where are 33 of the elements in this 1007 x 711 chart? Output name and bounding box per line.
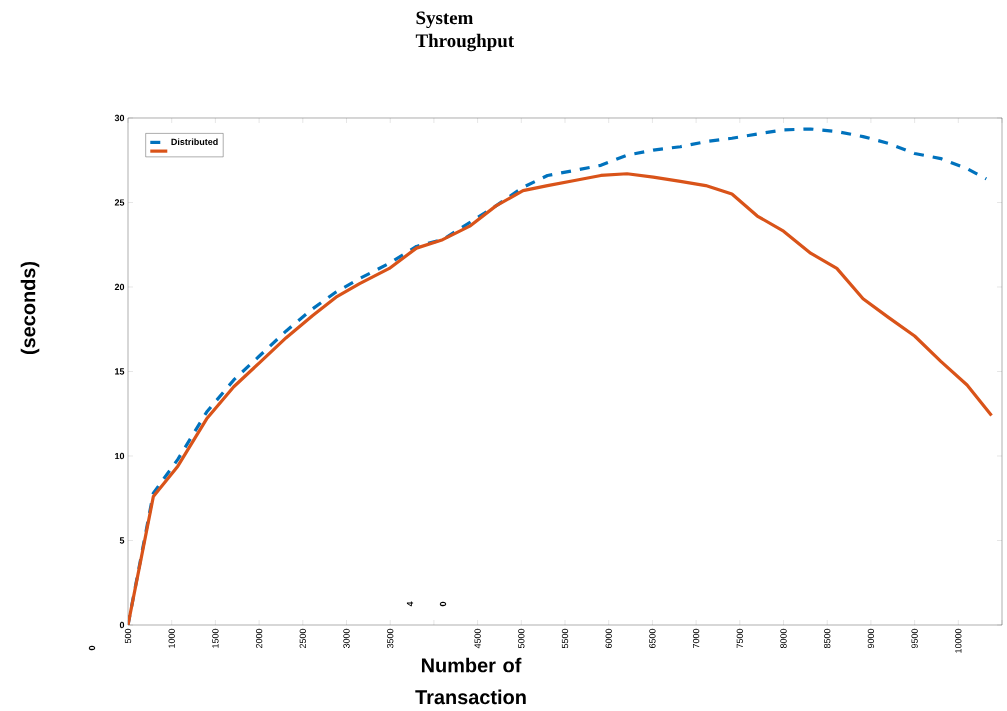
x-tick-label: 5000 bbox=[518, 628, 525, 649]
x-tick-label: 3500 bbox=[387, 628, 394, 649]
y-tick-label: 15 bbox=[115, 368, 125, 375]
annotation: 0 bbox=[439, 601, 447, 607]
x-tick-label: 2000 bbox=[255, 628, 263, 649]
x-tick-label: 10000 bbox=[955, 628, 962, 653]
x-tick-label: 1500 bbox=[212, 628, 219, 648]
x-tick-label: 9000 bbox=[867, 628, 875, 649]
y-tick-label: 0 bbox=[119, 621, 125, 629]
x-tick-label: 6500 bbox=[649, 628, 656, 649]
y-tick-label: 30 bbox=[114, 114, 125, 122]
x-tick-label: 8500 bbox=[824, 628, 831, 649]
y-tick-label: 10 bbox=[115, 452, 125, 460]
chart-title: System Throughput bbox=[415, 11, 514, 52]
y-tick-label: 20 bbox=[114, 283, 125, 291]
legend-label: Distributed bbox=[171, 138, 218, 145]
x-tick-label: 500 bbox=[124, 628, 132, 644]
x-tick-label: 3000 bbox=[343, 628, 350, 649]
x-tick-label: 6000 bbox=[605, 628, 612, 649]
x-axis-title: Number of Transaction bbox=[415, 657, 526, 705]
x-tick-label: 2500 bbox=[299, 628, 306, 649]
y-tick-label: 25 bbox=[114, 199, 125, 206]
x-tick-label: 5500 bbox=[561, 628, 569, 649]
y-tick-label: 5 bbox=[119, 537, 125, 544]
text: 0 bbox=[88, 645, 96, 651]
x-tick-label: 1000 bbox=[168, 628, 175, 648]
x-tick-label: 7500 bbox=[736, 628, 743, 649]
x-tick-label: 4500 bbox=[474, 628, 481, 649]
x-tick-label: 8000 bbox=[780, 628, 787, 649]
annotation: 4 bbox=[406, 601, 414, 607]
x-tick-label: 9500 bbox=[911, 628, 918, 649]
y-axis-title: (seconds) bbox=[20, 261, 40, 355]
x-tick-label: 7000 bbox=[692, 628, 700, 649]
